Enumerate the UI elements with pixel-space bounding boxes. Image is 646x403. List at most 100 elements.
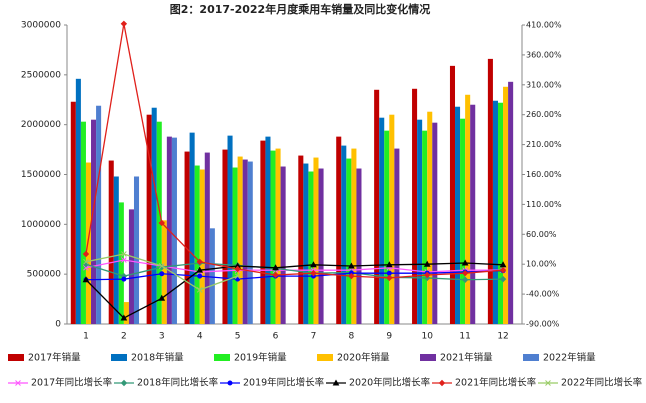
bar: [465, 94, 471, 325]
bar: [318, 168, 324, 324]
line-marker: [83, 258, 89, 265]
line: [85, 262, 504, 281]
legend-marker: [227, 380, 233, 386]
legend-label: 2019年销量: [234, 352, 287, 364]
bar: [80, 121, 86, 324]
y-tick-label: 2500000: [21, 70, 61, 80]
line-marker: [83, 264, 89, 271]
y2-tick-label: 410.00%: [526, 21, 562, 30]
bar: [487, 58, 493, 325]
bar: [449, 65, 456, 324]
legend-marker: [120, 379, 128, 387]
x-tick-label: 12: [497, 332, 508, 342]
x-tick-label: 10: [421, 332, 433, 342]
bar: [260, 140, 266, 324]
line-marker: [310, 269, 317, 277]
bar: [128, 209, 134, 324]
legend-label: 2017年销量: [28, 352, 81, 364]
bar: [161, 220, 167, 324]
x-tick-label: 6: [273, 332, 279, 342]
bar: [394, 148, 400, 324]
line-marker: [499, 261, 507, 268]
line-marker: [234, 273, 241, 280]
y-tick-label: 500000: [27, 270, 62, 280]
line-marker: [234, 265, 241, 273]
bar: [422, 130, 428, 324]
legend-marker: [15, 380, 21, 386]
bar: [171, 137, 177, 324]
bar: [389, 114, 395, 324]
line-marker: [386, 274, 393, 282]
line-marker: [158, 263, 165, 269]
y-tick-label: 1000000: [21, 220, 61, 230]
bar: [346, 158, 352, 324]
legend-swatch: [317, 354, 333, 361]
bar: [146, 114, 152, 324]
line-marker: [310, 261, 317, 268]
legend-label: 2022年销量: [543, 352, 596, 364]
bar: [242, 159, 248, 324]
line: [85, 23, 504, 279]
bar: [237, 156, 243, 324]
bar: [508, 81, 514, 324]
bar: [209, 228, 215, 324]
line-marker: [121, 257, 127, 263]
line-marker: [499, 275, 507, 283]
bar: [85, 162, 92, 324]
y2-tick-label: 310.00%: [526, 80, 562, 89]
bar: [303, 163, 309, 324]
line-marker: [272, 264, 279, 271]
bar: [460, 118, 466, 324]
line-marker: [424, 271, 431, 279]
line-marker: [348, 272, 355, 280]
bar: [91, 119, 97, 324]
line-marker: [197, 273, 203, 279]
line-marker: [121, 251, 127, 257]
x-tick-label: 8: [349, 332, 355, 342]
legend-label: 2022年同比增长率: [561, 377, 643, 389]
legend-label: 2020年销量: [337, 352, 390, 364]
bar: [194, 165, 200, 324]
bar: [308, 171, 314, 324]
line-marker: [158, 219, 165, 227]
bar: [151, 107, 157, 325]
legend-swatch: [8, 354, 24, 361]
x-tick-label: 1: [83, 332, 89, 342]
legend-label: 2018年同比增长率: [137, 377, 219, 389]
bar: [455, 106, 461, 324]
legend-label: 2018年销量: [131, 352, 184, 364]
line-marker: [423, 260, 431, 267]
bar: [275, 148, 281, 324]
y2-tick-label: 360.00%: [526, 50, 562, 59]
y2-tick-label: 210.00%: [526, 140, 562, 149]
bar: [470, 104, 476, 324]
line-marker: [120, 314, 128, 321]
bar: [232, 167, 238, 324]
y-tick-label: 1500000: [21, 170, 61, 180]
line-marker: [121, 276, 127, 282]
bar: [204, 152, 210, 324]
bar: [75, 78, 81, 324]
bar: [113, 176, 119, 324]
bar: [313, 157, 319, 324]
bar: [189, 132, 195, 324]
bar: [379, 117, 385, 324]
bar: [336, 136, 342, 324]
bar: [118, 202, 124, 324]
line-marker: [196, 258, 203, 266]
line-marker: [235, 276, 241, 282]
bar: [199, 169, 205, 324]
line-marker: [348, 262, 355, 269]
x-tick-label: 4: [197, 332, 203, 342]
line-marker: [82, 250, 90, 258]
line-marker: [461, 259, 469, 266]
legend-marker: [332, 379, 340, 386]
bar: [417, 119, 423, 324]
legend-swatch: [111, 354, 127, 361]
bar: [247, 161, 253, 324]
bar: [270, 150, 276, 324]
bar: [492, 100, 498, 324]
bar: [280, 166, 286, 324]
y2-tick-label: 260.00%: [526, 110, 562, 119]
